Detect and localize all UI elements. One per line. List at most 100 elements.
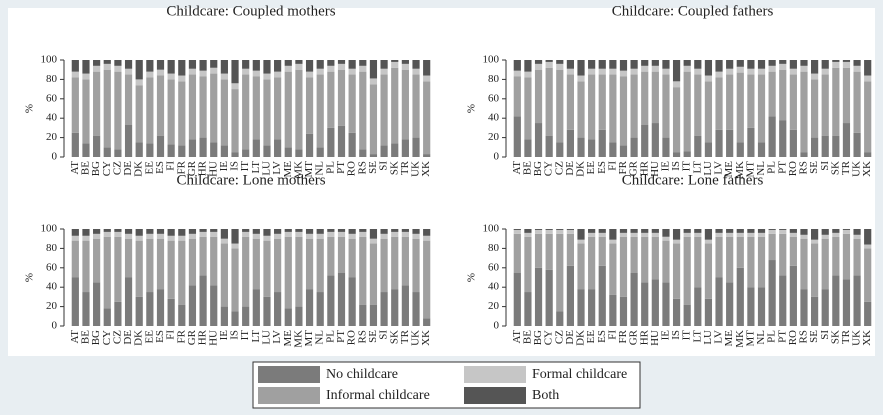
bar-segment — [609, 229, 617, 240]
bar-segment — [295, 60, 303, 64]
x-tick-label: EE — [585, 330, 597, 344]
bar-segment — [821, 229, 829, 235]
bar-segment — [588, 229, 596, 233]
bar-segment — [672, 152, 681, 157]
bar-segment — [842, 61, 851, 68]
x-tick-label: GR — [186, 329, 198, 345]
bar-segment — [577, 60, 585, 76]
x-tick-label: LV — [271, 161, 283, 175]
bar-segment — [651, 232, 659, 237]
bar-segment — [178, 60, 186, 76]
bar-segment — [188, 139, 197, 157]
x-tick-label: BG — [90, 161, 102, 176]
bar-segment — [577, 243, 585, 290]
bar-segment — [811, 60, 819, 74]
bar-segment — [842, 123, 851, 157]
bar-segment — [231, 152, 239, 157]
bar-segment — [210, 67, 218, 74]
x-tick-label: FR — [175, 329, 187, 343]
bar-segment — [156, 135, 165, 157]
panel-title: Childcare: Coupled mothers — [166, 3, 335, 19]
bar-segment — [316, 68, 324, 75]
bar-segment — [305, 233, 314, 239]
x-tick-label: SE — [808, 161, 820, 174]
bar-segment — [220, 238, 228, 244]
x-tick-label: DK — [133, 330, 145, 346]
bar-segment — [598, 74, 606, 130]
x-tick-label: HR — [638, 160, 650, 176]
bar-segment — [348, 277, 356, 326]
bar-segment — [167, 298, 175, 326]
bar-segment — [391, 289, 399, 326]
bar-segment — [274, 139, 282, 157]
x-tick-label: RS — [356, 330, 368, 343]
bar-segment — [545, 61, 553, 68]
bar-segment — [82, 73, 90, 80]
bar-segment — [779, 229, 787, 234]
legend-swatch — [258, 387, 320, 404]
bar-segment — [662, 229, 670, 237]
x-tick-label: CZ — [111, 161, 123, 175]
bar-segment — [779, 120, 787, 157]
bar-segment — [853, 238, 861, 276]
bar-segment — [715, 129, 723, 157]
bar-segment — [513, 229, 521, 230]
bar-segment — [524, 139, 532, 157]
bar-segment — [779, 60, 787, 64]
bar-segment — [821, 60, 829, 69]
bar-segment — [284, 236, 292, 309]
bar-segment — [683, 229, 691, 233]
bar-segment — [619, 145, 628, 157]
x-tick-label: PL — [324, 161, 336, 174]
x-tick-label: LT — [691, 161, 703, 174]
bar-segment — [832, 236, 840, 276]
x-tick-label: LT — [250, 330, 262, 343]
x-tick-label: AT — [69, 161, 81, 175]
bar-segment — [316, 60, 324, 69]
bar-segment — [316, 233, 324, 239]
bar-segment — [513, 116, 521, 157]
bar-segment — [672, 298, 681, 326]
bar-segment — [864, 75, 872, 82]
bar-segment — [348, 233, 356, 239]
bar-segment — [210, 142, 218, 157]
y-tick-label: 0 — [494, 320, 500, 332]
y-tick-label: 0 — [494, 151, 500, 163]
x-tick-label: DK — [575, 330, 587, 346]
bar-segment — [263, 73, 271, 80]
bar-segment — [252, 139, 260, 157]
bar-segment — [327, 231, 335, 237]
bar-segment — [423, 81, 431, 155]
y-axis-label: % — [24, 273, 36, 282]
bar-segment — [566, 60, 574, 69]
bar-segment — [242, 231, 250, 237]
bar-segment — [534, 229, 543, 230]
bar-segment — [821, 238, 829, 290]
bar-segment — [242, 74, 250, 150]
bar-segment — [369, 238, 378, 244]
x-tick-label: SK — [829, 161, 841, 175]
bar-segment — [220, 306, 228, 326]
x-tick-label: DE — [122, 161, 134, 176]
x-tick-label: SE — [367, 330, 379, 343]
x-tick-label: CY — [543, 161, 555, 176]
bar-segment — [71, 240, 79, 278]
bar-segment — [146, 233, 154, 239]
y-tick-label: 60 — [488, 92, 500, 104]
bar-segment — [391, 67, 399, 144]
bar-segment — [694, 74, 702, 136]
x-tick-label: XK — [420, 330, 432, 346]
x-tick-label: HU — [207, 161, 219, 177]
x-tick-label: SI — [819, 161, 831, 171]
bar-segment — [726, 229, 734, 233]
bar-segment — [757, 142, 766, 157]
x-tick-label: PT — [335, 161, 347, 174]
bar-segment — [305, 238, 314, 290]
x-tick-label: FI — [165, 330, 177, 340]
bar-segment — [864, 301, 872, 326]
bar-segment — [423, 318, 431, 326]
bar-segment — [704, 142, 713, 157]
x-tick-label: RO — [787, 330, 799, 345]
bar-segment — [577, 81, 585, 138]
bar-segment — [348, 238, 356, 278]
